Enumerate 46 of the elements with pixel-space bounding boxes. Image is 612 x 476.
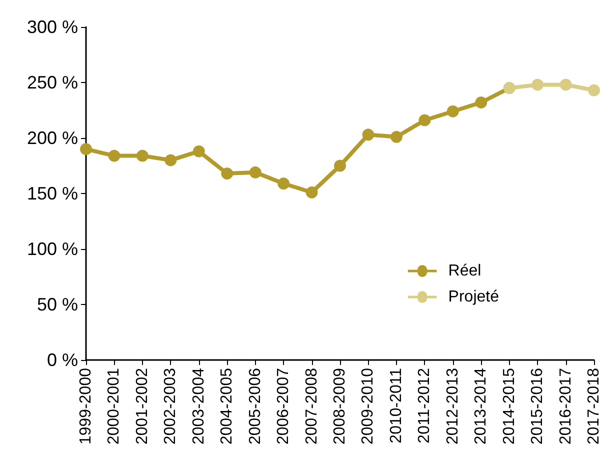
x-tick-label: 2009-2010 [360, 368, 377, 445]
point [362, 128, 374, 141]
point [108, 150, 120, 162]
point [532, 78, 544, 91]
point [588, 84, 600, 96]
point [164, 154, 177, 166]
point [278, 178, 290, 190]
point [306, 186, 318, 198]
point [334, 160, 346, 172]
y-tick-label: 300 % [26, 17, 78, 37]
x-tick-label: 2000-2001 [106, 368, 123, 445]
x-tick-label: 2012-2013 [444, 368, 462, 445]
x-tick-label: 2007-2008 [303, 368, 320, 445]
x-tick-label: 2013-2014 [472, 368, 490, 445]
x-tick-label: 2010-2011 [388, 368, 405, 444]
y-tick-label: 200 % [26, 128, 78, 148]
legend-label: Réel [448, 262, 482, 280]
x-tick-label: 2003-2004 [190, 368, 208, 445]
x-tick-label: 2001-2002 [134, 368, 151, 445]
legend-label: Projeté [448, 288, 500, 306]
y-tick-label: 150 % [26, 184, 78, 204]
point [249, 166, 262, 178]
x-tick-label: 2006-2007 [275, 368, 292, 445]
point [390, 130, 402, 143]
x-tick-label: 2011-2012 [416, 368, 434, 444]
x-tick-label: 2008-2009 [332, 368, 348, 445]
x-tick-label: 2004-2005 [218, 368, 236, 445]
y-tick-label: 100 % [26, 239, 78, 259]
point [560, 78, 572, 91]
point [446, 105, 459, 118]
point [136, 150, 148, 162]
point [418, 114, 431, 126]
point [221, 168, 234, 180]
x-tick-label: 2016-2017 [557, 368, 574, 445]
y-tick-label: 0 % [46, 350, 78, 370]
y-tick-label: 250 % [26, 72, 78, 92]
x-tick-label: 2002-2003 [162, 368, 180, 445]
x-tick-label: 2015-2016 [529, 368, 546, 445]
x-tick-label: 1999-2000 [78, 368, 94, 445]
point [192, 145, 205, 158]
y-tick-label: 50 % [36, 294, 78, 314]
point [80, 143, 92, 156]
point [475, 96, 488, 108]
x-tick-label: 2005-2006 [246, 368, 264, 445]
x-tick-label: 2014-2015 [500, 368, 518, 445]
x-tick-label: 2017-2018 [586, 368, 602, 445]
